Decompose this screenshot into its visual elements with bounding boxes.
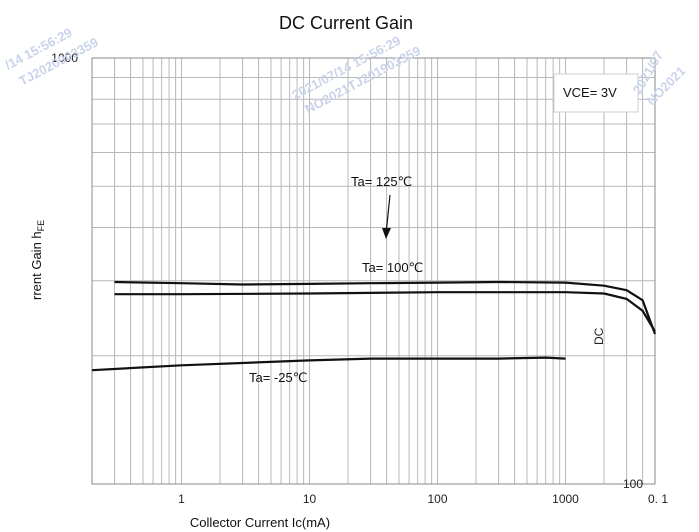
x-tick-label: 1000 bbox=[552, 492, 579, 506]
series-line-2 bbox=[91, 356, 566, 372]
annotation-125c-arrowhead bbox=[382, 228, 391, 239]
chart-title: DC Current Gain bbox=[279, 13, 413, 33]
annotation-100c: Ta= 100℃ bbox=[362, 260, 423, 275]
stray-label-dc: DC bbox=[592, 327, 606, 345]
series-line-0 bbox=[114, 280, 657, 335]
x-tick-labels: 1 10 100 1000 bbox=[178, 492, 579, 506]
annotation-125c-arrow bbox=[385, 194, 391, 235]
series-line-1 bbox=[114, 291, 656, 333]
condition-label: VCE= 3V bbox=[563, 85, 617, 100]
annotation-neg25c: Ta= -25℃ bbox=[249, 370, 307, 385]
curve-group bbox=[91, 280, 657, 372]
x-tick-label: 1 bbox=[178, 492, 185, 506]
y-tick-labels: 1000 100 bbox=[51, 51, 643, 491]
annotation-125c: Ta= 125℃ bbox=[351, 174, 412, 189]
y-axis-label: rrent Gain hFE bbox=[29, 220, 46, 300]
y-axis-label-subscript: FE bbox=[36, 220, 46, 232]
condition-box bbox=[553, 73, 639, 113]
x-axis-label: Collector Current Ic(mA) bbox=[190, 515, 330, 530]
stray-label-0-1: 0. 1 bbox=[648, 492, 668, 506]
y-axis-label-main: rrent Gain h bbox=[29, 231, 44, 300]
y-tick-label: 1000 bbox=[51, 51, 78, 65]
x-tick-label: 100 bbox=[427, 492, 447, 506]
plot-frame bbox=[91, 57, 656, 485]
x-tick-label: 10 bbox=[303, 492, 317, 506]
y-tick-label: 100 bbox=[623, 477, 643, 491]
plot-grid bbox=[91, 57, 656, 485]
